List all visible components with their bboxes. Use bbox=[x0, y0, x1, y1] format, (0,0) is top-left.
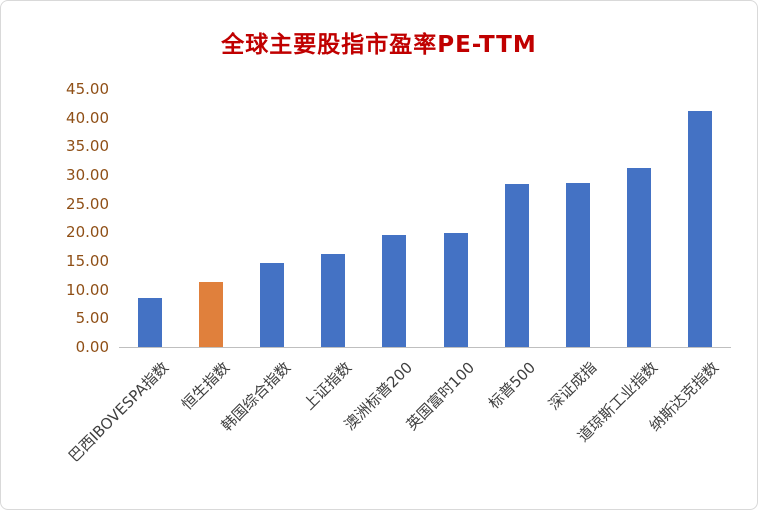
y-tick-label: 30.00 bbox=[66, 166, 109, 184]
bar-3 bbox=[321, 254, 346, 347]
y-tick-label: 0.00 bbox=[75, 338, 109, 356]
bar-9 bbox=[688, 110, 713, 347]
x-axis: 巴西IBOVESPA指数 恒生指数 韩国综合指数 上证指数 澳洲标普200 英国富时100… bbox=[65, 347, 731, 507]
x-tick-label: 标普500 bbox=[484, 358, 539, 413]
bar-5 bbox=[443, 233, 468, 347]
y-tick-label: 20.00 bbox=[66, 223, 109, 242]
bar-7 bbox=[566, 183, 590, 347]
y-tick-label: 15.00 bbox=[66, 252, 109, 270]
x-tick-label: 恒生指数 bbox=[177, 358, 233, 414]
y-tick-label: 10.00 bbox=[66, 280, 109, 299]
chart-title: 全球主要股指市盈率PE-TTM bbox=[221, 32, 537, 58]
y-tick-label: 5.00 bbox=[75, 309, 109, 328]
y-tick-label: 25.00 bbox=[66, 194, 109, 213]
x-tick-label: 巴西IBOVESPA指数 bbox=[64, 358, 172, 466]
bar-6 bbox=[504, 184, 529, 347]
bar-2 bbox=[260, 262, 284, 347]
bar-8 bbox=[627, 168, 652, 347]
bar-4 bbox=[382, 235, 407, 347]
y-tick-label: 40.00 bbox=[66, 108, 109, 127]
plot-area: 0.00 5.00 10.00 15.00 20.00 25.00 30.00 35.00 40… bbox=[65, 81, 731, 466]
bar-0 bbox=[137, 298, 162, 347]
x-tick-label: 上证指数 bbox=[300, 358, 356, 414]
y-tick-label: 35.00 bbox=[66, 137, 109, 156]
bar-1 bbox=[198, 282, 223, 347]
y-tick-label: 45.00 bbox=[66, 80, 109, 98]
x-tick-label: 深证成指 bbox=[544, 358, 601, 414]
